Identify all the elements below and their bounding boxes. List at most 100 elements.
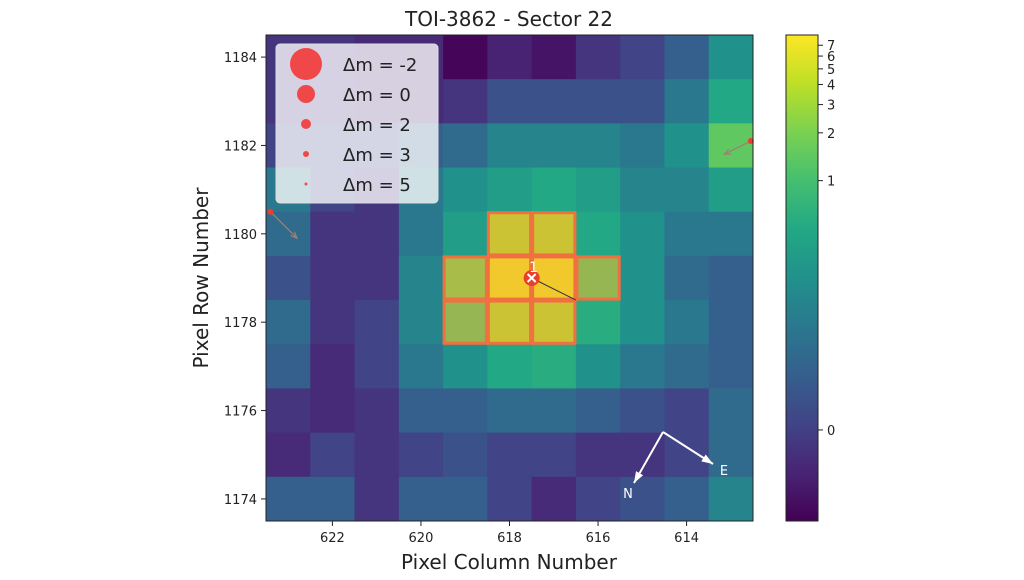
- compass: NE: [623, 431, 728, 502]
- heatmap-cell: [266, 255, 311, 301]
- arrow-head: [290, 231, 299, 240]
- heatmap-cell: [575, 35, 621, 80]
- colorbar-tick-label: 7: [827, 39, 835, 54]
- heatmap-cell: [708, 300, 754, 345]
- heatmap-cell: [266, 388, 311, 434]
- heatmap-cell: [708, 167, 754, 213]
- heatmap-cell: [620, 388, 665, 434]
- legend-label: Δm = 2: [343, 115, 411, 136]
- colorbar-tick-label: 4: [827, 78, 835, 93]
- x-tick-label: 614: [674, 531, 699, 546]
- heatmap-cell: [531, 300, 577, 345]
- colorbar: [785, 34, 819, 522]
- heatmap-cell: [708, 79, 754, 124]
- north-arrowhead-icon: [634, 471, 644, 483]
- heatmap-cell: [708, 255, 754, 301]
- heatmap-cell: [620, 123, 665, 169]
- heatmap-cell: [620, 344, 665, 389]
- arrow-head: [722, 148, 732, 155]
- heatmap-cell: [487, 123, 533, 169]
- heatmap-cell: [443, 255, 488, 301]
- heatmap-cell: [266, 344, 311, 389]
- y-tick-label: 1182: [224, 139, 257, 154]
- proper-motion-arrow: [270, 211, 298, 239]
- x-tick-label: 618: [497, 531, 522, 546]
- heatmap-cell: [398, 344, 444, 389]
- heatmap-cell: [575, 300, 621, 345]
- heatmap-cell: [443, 476, 488, 522]
- colorbar-tick-label: 2: [827, 127, 835, 142]
- heatmap-cell: [487, 79, 533, 124]
- heatmap-cell: [664, 255, 710, 301]
- heatmap-cell: [487, 300, 533, 345]
- heatmap-cell: [443, 123, 488, 169]
- heatmap-cell: [487, 476, 533, 522]
- heatmap-cell: [575, 255, 621, 301]
- heatmap-cell: [708, 35, 754, 80]
- star-marker: [747, 138, 754, 145]
- legend: Δm = -2 Δm = 0 Δm = 2 Δm = 3 Δm = 5: [275, 43, 439, 204]
- heatmap-cell: [708, 123, 754, 169]
- aperture-pixel: [442, 299, 488, 345]
- heatmap-cell: [664, 79, 710, 124]
- heatmap-cell: [310, 388, 356, 434]
- legend-box: [275, 43, 439, 204]
- heatmap-cell: [443, 300, 488, 345]
- heatmap-cell: [620, 476, 665, 522]
- x-axis-label: Pixel Column Number: [401, 550, 618, 574]
- y-axis-ticks: 1184 1182 1180 1178 1176 1174: [224, 51, 266, 508]
- heatmap-cell: [531, 344, 577, 389]
- colorbar-tick-label: 5: [827, 63, 835, 78]
- aperture-mask: [442, 211, 621, 345]
- heatmap-cell: [664, 432, 710, 478]
- heatmap-cell: [620, 211, 665, 257]
- colorbar-tick-label: 6: [827, 50, 835, 65]
- heatmap-cell: [620, 255, 665, 301]
- aperture-pixel: [486, 299, 533, 345]
- heatmap-cell: [310, 300, 356, 345]
- heatmap-cell: [620, 167, 665, 213]
- legend-label: Δm = 0: [343, 85, 411, 106]
- proper-motion-arrow: [723, 140, 752, 155]
- heatmap-cell: [398, 432, 444, 478]
- north-label: N: [623, 487, 633, 502]
- heatmap-cell: [664, 123, 710, 169]
- heatmap-cell: [575, 388, 621, 434]
- heatmap-cell: [310, 476, 356, 522]
- east-label: E: [720, 464, 728, 479]
- y-axis-label: Pixel Row Number: [189, 187, 213, 369]
- heatmap-cell: [664, 35, 710, 80]
- heatmap-cell: [354, 476, 400, 522]
- legend-marker: [303, 151, 309, 157]
- heatmap-cell: [620, 300, 665, 345]
- heatmap-cell: [266, 432, 311, 478]
- heatmap-cell: [531, 388, 577, 434]
- heatmap-cell: [398, 211, 444, 257]
- heatmap-cell: [398, 255, 444, 301]
- aperture-pixel: [442, 255, 488, 301]
- colorbar-tick-label: 1: [827, 175, 835, 190]
- y-tick-label: 1178: [224, 316, 257, 331]
- heatmap-cell: [354, 300, 400, 345]
- chart-title: TOI-3862 - Sector 22: [404, 7, 613, 31]
- colorbar-tick-label: 3: [827, 99, 835, 114]
- heatmap-cell: [708, 388, 754, 434]
- heatmap-cell: [575, 79, 621, 124]
- nearby-stars: [267, 138, 754, 240]
- heatmap-cell: [531, 476, 577, 522]
- x-axis-ticks: 622 620 618 616 614: [320, 521, 699, 546]
- y-tick-label: 1174: [224, 493, 257, 508]
- heatmap-cell: [708, 476, 754, 522]
- legend-marker: [304, 182, 308, 186]
- heatmap-cell: [487, 35, 533, 80]
- heatmap-cell: [266, 211, 311, 257]
- heatmap-cell: [531, 35, 577, 80]
- heatmap-cell: [443, 79, 488, 124]
- heatmap-cell: [664, 476, 710, 522]
- star-marker: [267, 208, 274, 215]
- heatmap-cell: [443, 388, 488, 434]
- heatmap-cell: [487, 167, 533, 213]
- heatmap-cell: [620, 79, 665, 124]
- aperture-pixel: [575, 255, 621, 301]
